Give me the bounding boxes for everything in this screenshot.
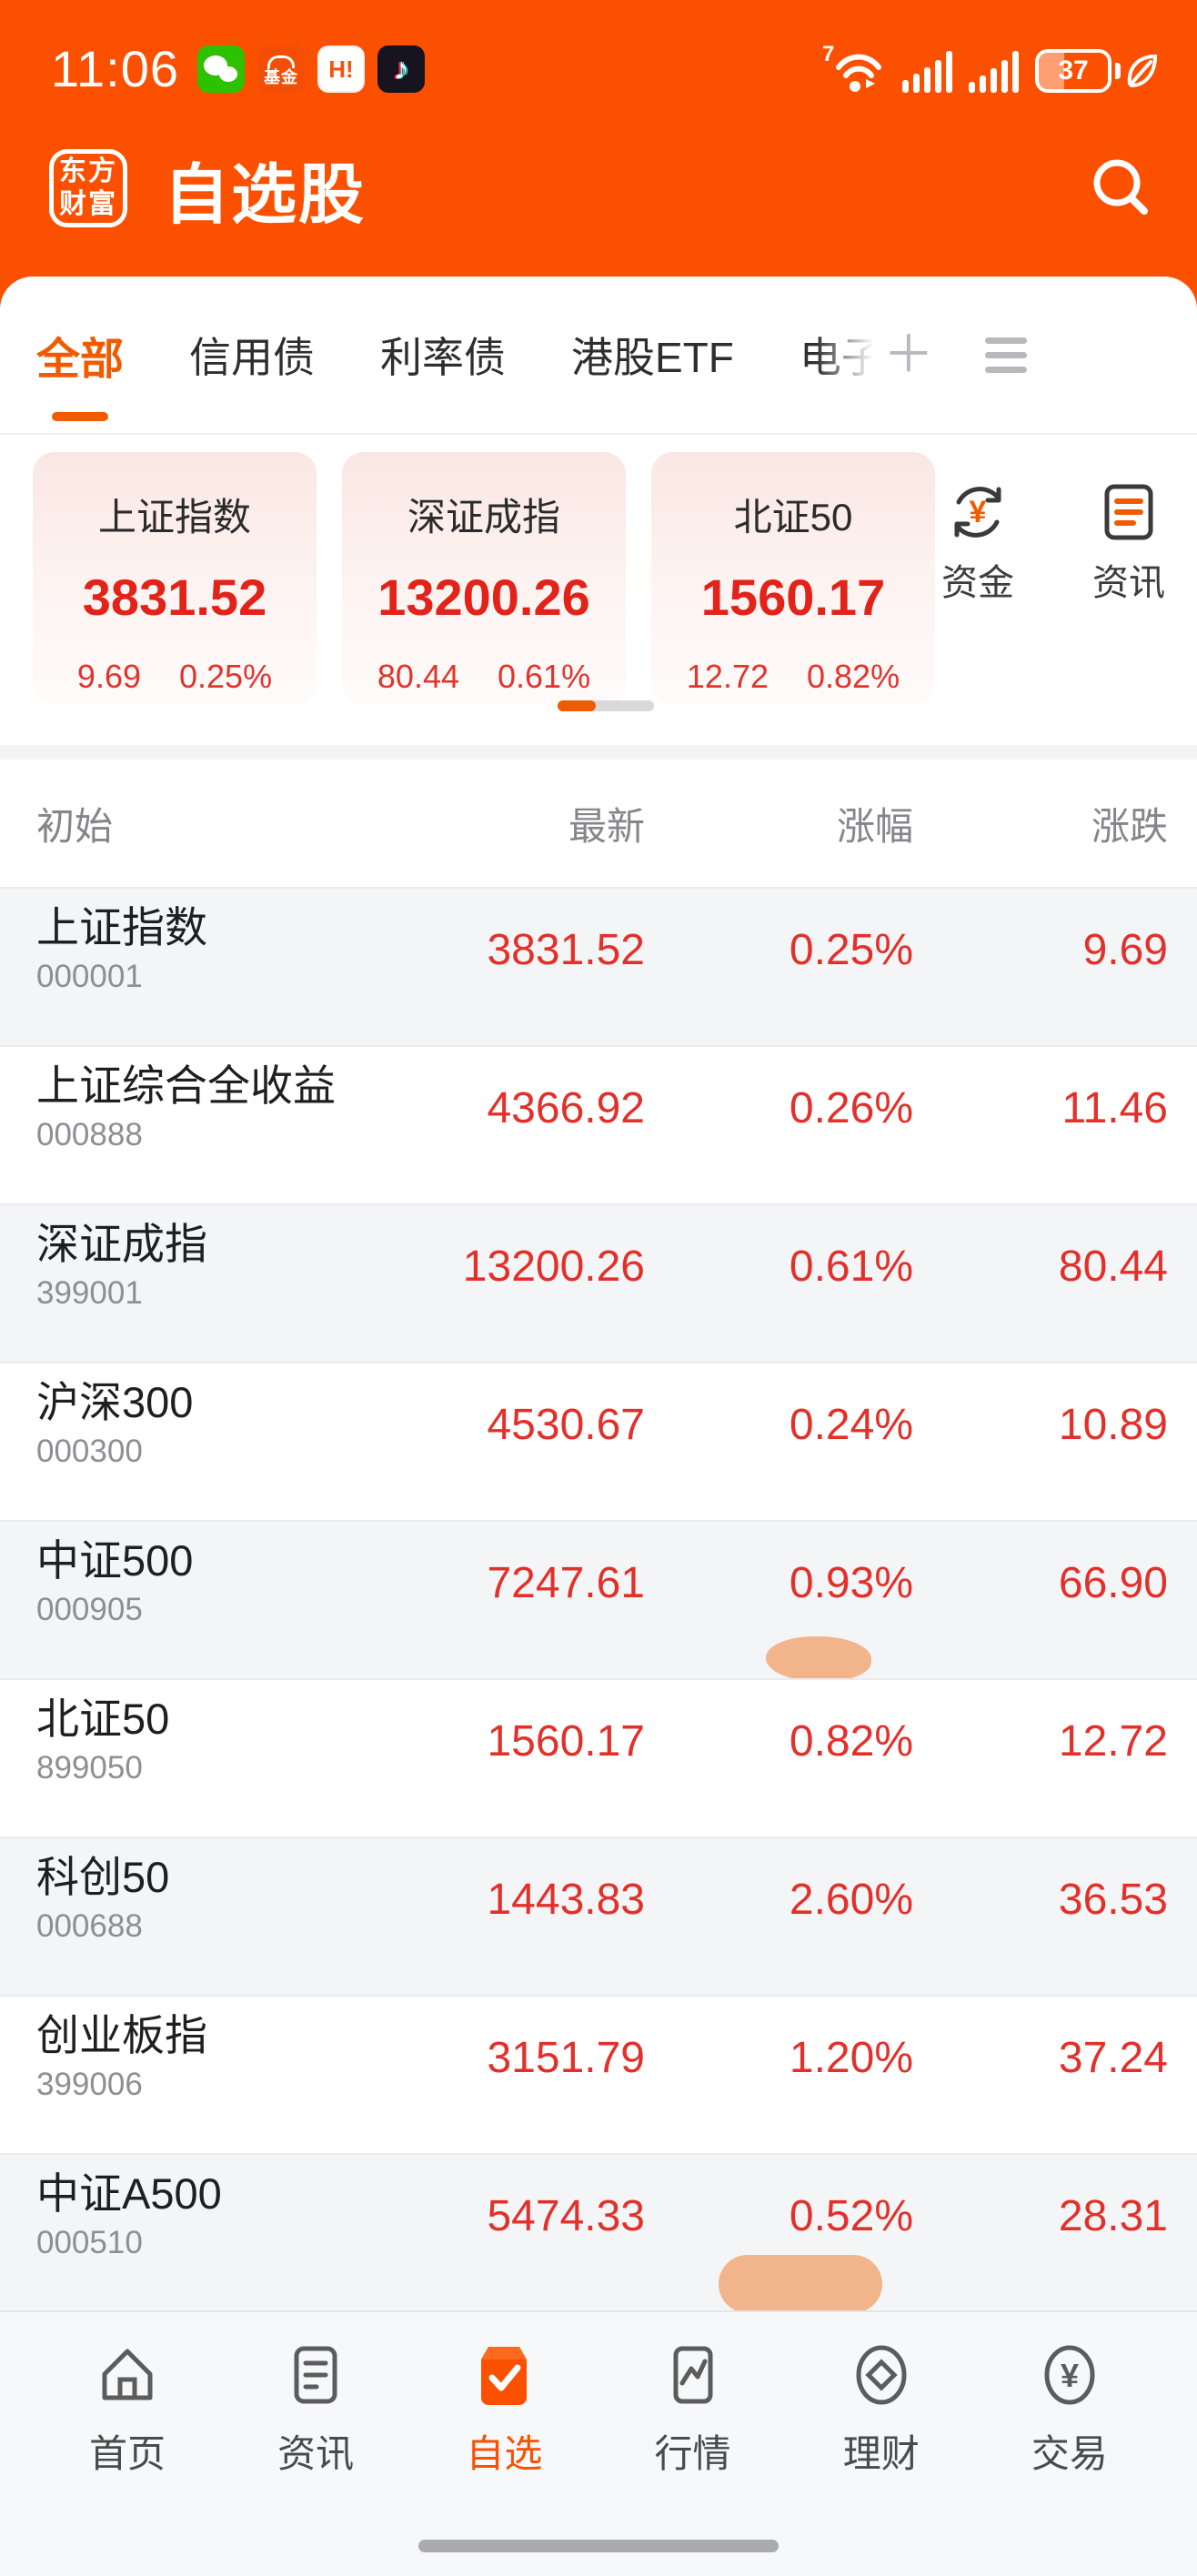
table-row[interactable]: 上证指数 000001 3831.52 0.25% 9.69 <box>0 887 1197 1045</box>
nav-market[interactable]: 行情 <box>620 2340 766 2479</box>
svg-text:¥: ¥ <box>1061 2357 1079 2394</box>
eastmoney-logo: 东方 财富 <box>49 149 127 227</box>
header-initial[interactable]: 初始 <box>36 804 114 848</box>
app-bar: 东方 财富 自选股 <box>0 100 1197 277</box>
group-menu-icon[interactable] <box>984 337 1027 373</box>
table-row[interactable]: 中证500 000905 7247.61 0.93% 66.90 <box>0 1520 1197 1682</box>
watchlist-table: 上证指数 000001 3831.52 0.25% 9.69 上证综合全收益 000… <box>0 887 1197 2313</box>
watchlist-active-icon <box>481 2347 528 2405</box>
wifi-icon: 7 <box>822 42 886 93</box>
table-row[interactable]: 北证50 899050 1560.17 0.82% 12.72 <box>0 1678 1197 1836</box>
svg-text:¥: ¥ <box>970 495 987 529</box>
table-row[interactable]: 上证综合全收益 000888 4366.92 0.26% 11.46 <box>0 1045 1197 1203</box>
watchlist-tabs: 全部 信用债 利率债 港股ETF 电子 ＋ <box>0 277 1197 435</box>
content-sheet: 全部 信用债 利率债 港股ETF 电子 ＋ 上证指数 3831.52 9.69 0… <box>0 277 1197 2313</box>
table-header: 初始 最新 涨幅 涨跌 <box>0 760 1197 887</box>
tab-hk-etf[interactable]: 港股ETF <box>571 334 734 381</box>
add-group-button[interactable]: ＋ <box>882 326 934 383</box>
index-card-bse50[interactable]: 北证50 1560.17 12.72 0.82% <box>651 452 935 705</box>
status-bar: 11:06 基金 H! ♪ 7 <box>0 0 1197 100</box>
table-row[interactable]: 深证成指 399001 13200.26 0.61% 80.44 <box>0 1203 1197 1362</box>
index-card-shanghai[interactable]: 上证指数 3831.52 9.69 0.25% <box>33 452 317 705</box>
money-flow-icon: ¥ <box>954 487 1001 538</box>
header-latest[interactable]: 最新 <box>568 804 645 848</box>
power-save-leaf-icon <box>1127 54 1157 88</box>
signal-icon-sim2 <box>969 47 1019 93</box>
search-button[interactable] <box>1086 154 1155 223</box>
active-tab-underline <box>52 412 108 421</box>
fund-app-icon: 基金 <box>256 45 305 93</box>
page-title: 自选股 <box>164 158 367 232</box>
header-area: 11:06 基金 H! ♪ 7 <box>0 0 1197 309</box>
tab-credit-bonds[interactable]: 信用债 <box>189 334 316 381</box>
home-indicator[interactable] <box>418 2540 779 2552</box>
header-change[interactable]: 涨跌 <box>1091 804 1168 848</box>
table-row[interactable]: 沪深300 000300 4530.67 0.24% 10.89 <box>0 1362 1197 1520</box>
finger-smudge <box>719 2255 882 2313</box>
tab-rate-bonds[interactable]: 利率债 <box>380 334 507 381</box>
finger-smudge <box>766 1636 871 1682</box>
nav-trade[interactable]: ¥ 交易 <box>997 2340 1142 2479</box>
tab-electronics[interactable]: 电子 <box>799 334 878 381</box>
funds-flow-button[interactable]: ¥ 资金 <box>928 482 1028 606</box>
wechat-icon <box>196 45 245 93</box>
pagination-thumb <box>558 700 596 711</box>
wealth-icon <box>856 2345 907 2405</box>
table-row[interactable]: 中证A500 000510 5474.33 0.52% 28.31 <box>0 2153 1197 2313</box>
tab-all[interactable]: 全部 <box>36 323 124 421</box>
news-icon <box>1104 484 1153 540</box>
douyin-icon: ♪ <box>377 45 425 93</box>
hi-app-icon: H! <box>317 45 365 93</box>
signal-icon-sim1 <box>902 47 952 93</box>
index-cards-section: 上证指数 3831.52 9.69 0.25% 深证成指 13200.26 80.… <box>0 435 1197 745</box>
market-icon <box>673 2346 713 2404</box>
trade-icon: ¥ <box>1044 2345 1095 2405</box>
notification-icons: 基金 H! ♪ <box>196 45 425 93</box>
section-divider-strip <box>0 745 1197 760</box>
clock: 11:06 <box>51 40 179 97</box>
home-icon <box>102 2349 153 2400</box>
header-change-percent[interactable]: 涨幅 <box>836 804 913 848</box>
cards-pagination[interactable] <box>558 700 654 711</box>
battery-percent: 37 <box>1058 55 1089 86</box>
search-icon <box>1093 159 1148 215</box>
nav-news[interactable]: 资讯 <box>243 2340 388 2479</box>
news-nav-icon <box>294 2346 337 2404</box>
nav-wealth[interactable]: 理财 <box>809 2340 954 2479</box>
status-indicators: 7 37 <box>822 42 1157 93</box>
news-shortcut-button[interactable]: 资讯 <box>1079 482 1179 606</box>
table-row[interactable]: 科创50 000688 1443.83 2.60% 36.53 <box>0 1836 1197 1995</box>
battery-icon: 37 <box>1035 49 1157 93</box>
bottom-nav: 首页 资讯 自选 <box>0 2310 1197 2576</box>
nav-watchlist[interactable]: 自选 <box>431 2340 577 2479</box>
table-row[interactable]: 创业板指 399006 3151.79 1.20% 37.24 <box>0 1995 1197 2153</box>
nav-home[interactable]: 首页 <box>55 2340 200 2479</box>
index-card-shenzhen[interactable]: 深证成指 13200.26 80.44 0.61% <box>342 452 626 705</box>
